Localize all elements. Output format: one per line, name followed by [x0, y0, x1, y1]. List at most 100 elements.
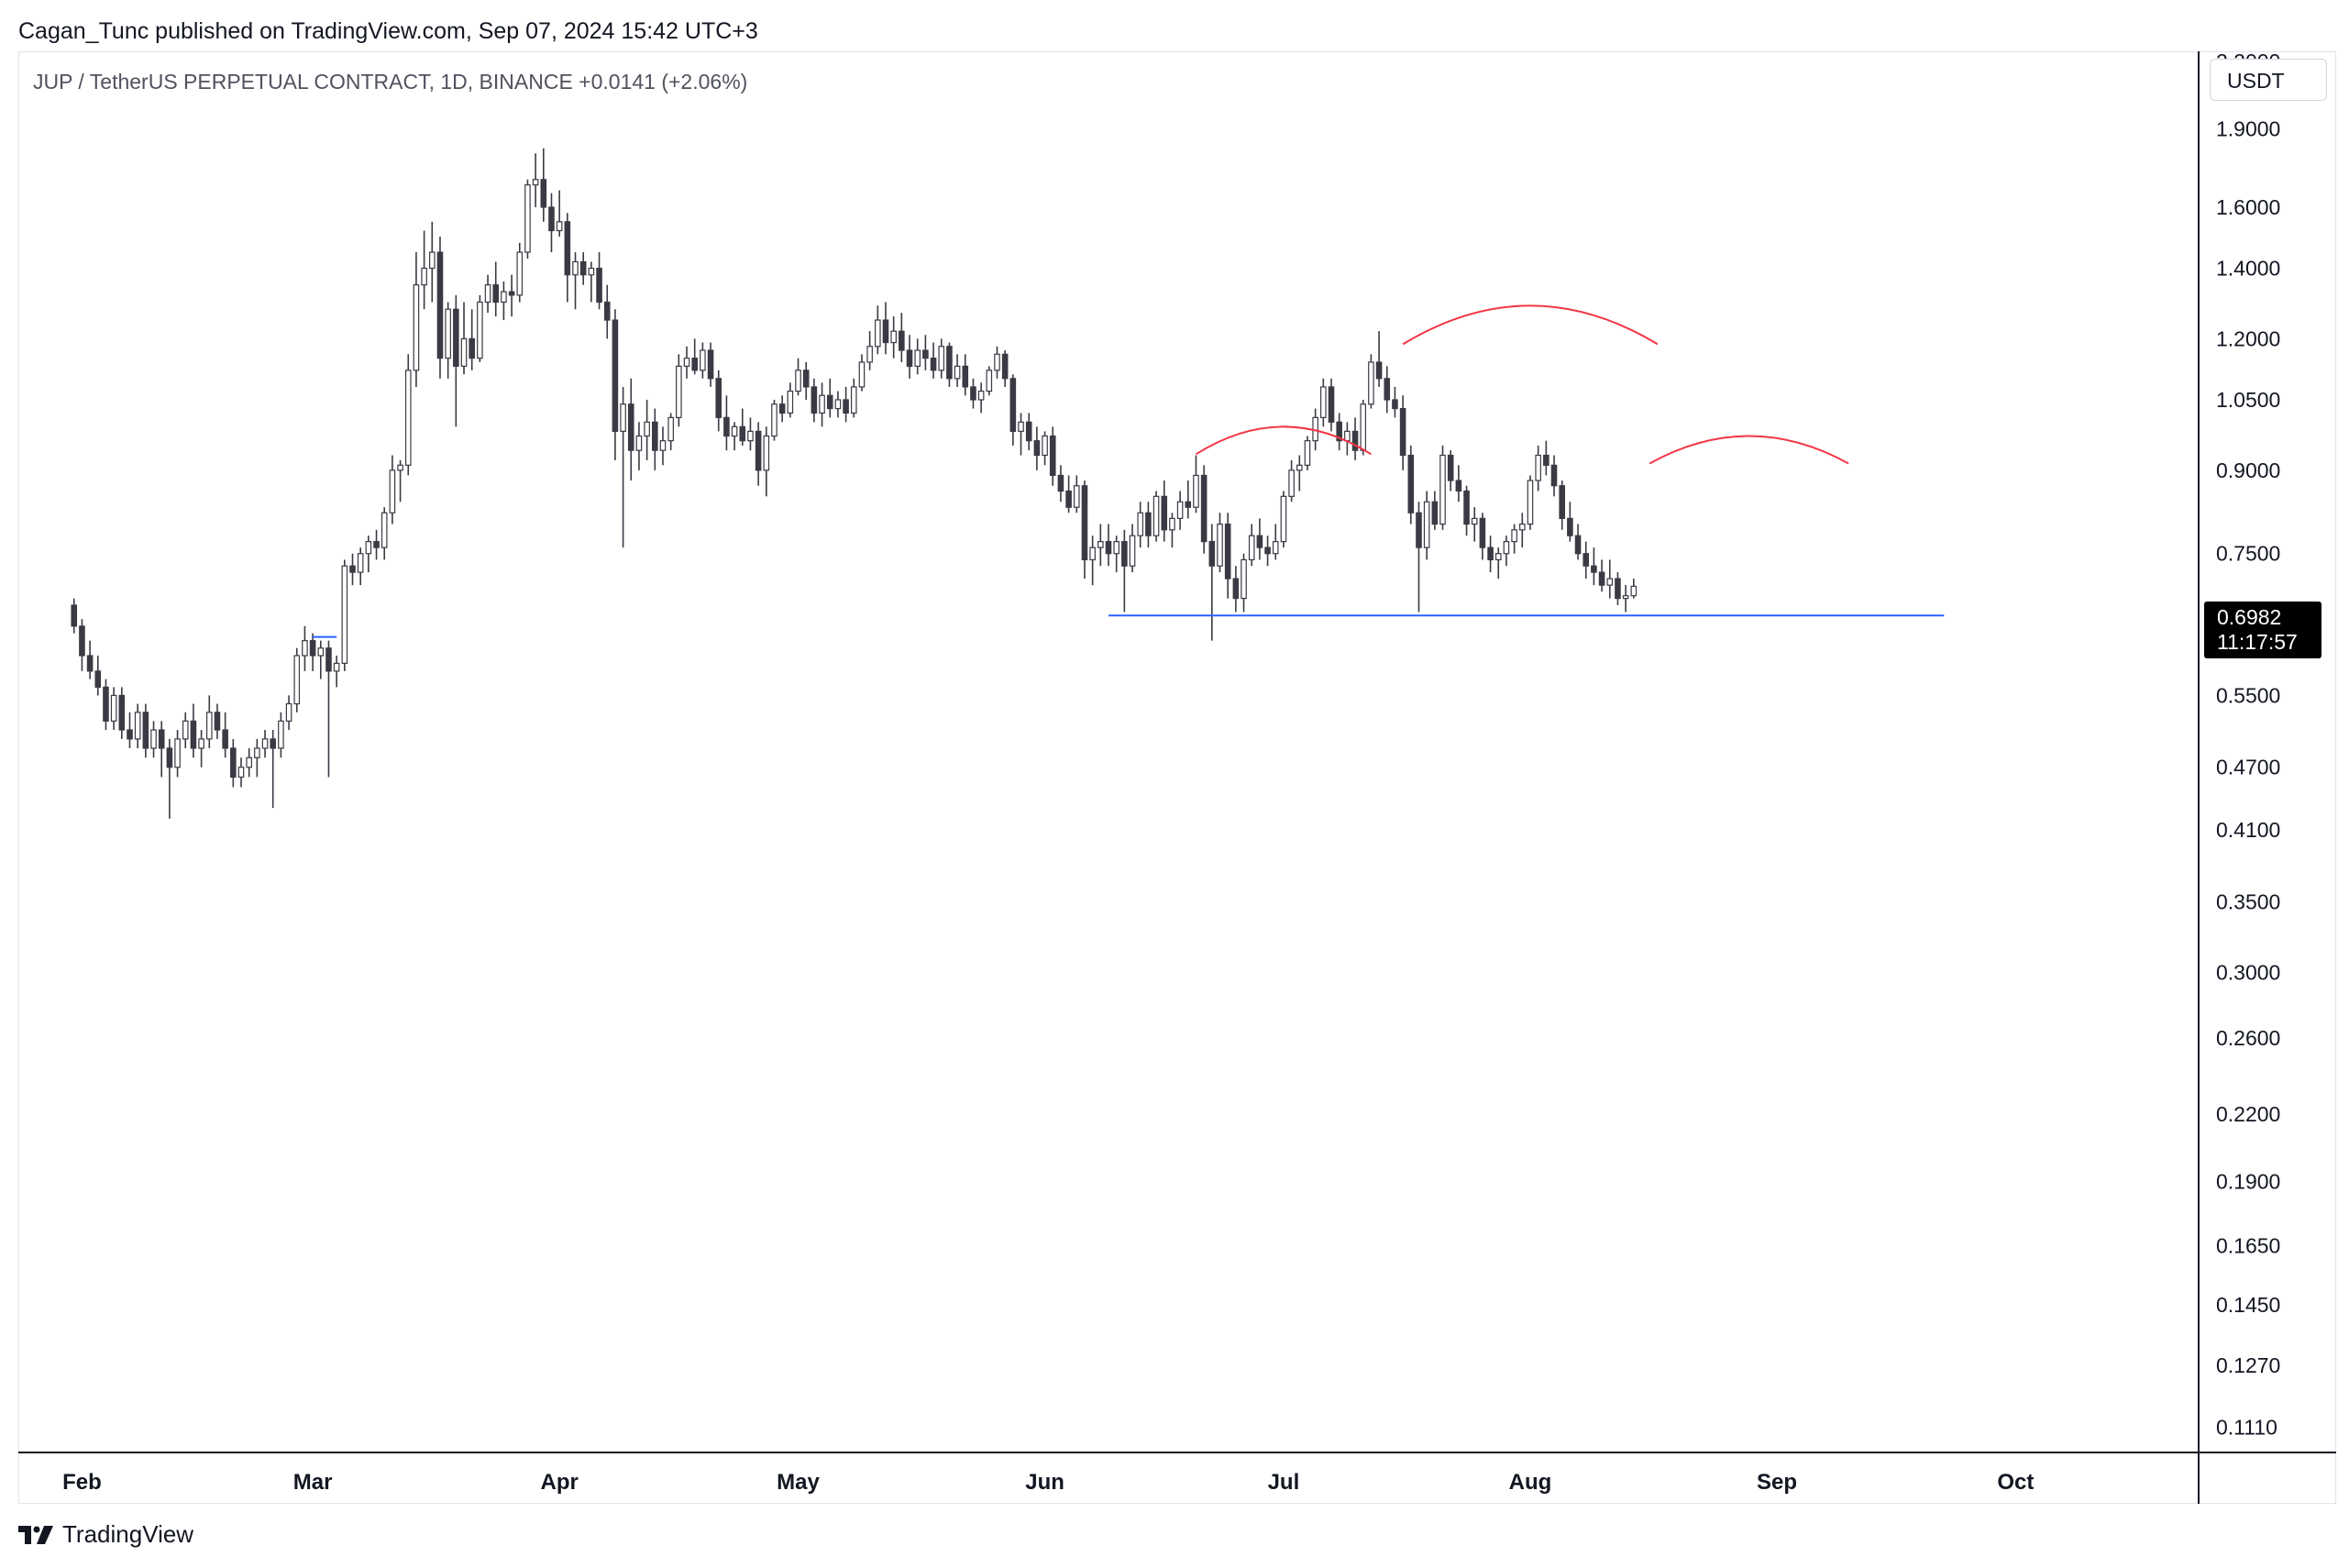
candle — [1416, 502, 1422, 613]
candle-body — [1511, 529, 1517, 543]
candle-body — [1152, 495, 1160, 536]
candle — [620, 386, 626, 548]
candle-body — [166, 747, 173, 768]
candle — [723, 395, 730, 451]
candle — [548, 193, 555, 253]
candle — [1392, 386, 1398, 418]
candle — [365, 536, 372, 573]
candle — [938, 338, 945, 379]
candle-body — [118, 694, 126, 731]
candle-body — [1630, 585, 1638, 597]
candle — [198, 730, 204, 767]
candle-body — [572, 260, 579, 276]
symbol-legend[interactable]: JUP / TetherUS PERPETUAL CONTRACT, 1D, B… — [33, 70, 748, 94]
candle-body — [436, 251, 444, 359]
candle — [222, 712, 228, 758]
candle — [739, 408, 746, 446]
candle — [1272, 524, 1279, 560]
candle — [293, 647, 301, 712]
candle — [285, 695, 292, 731]
candle-body — [261, 738, 269, 749]
candle — [906, 335, 913, 379]
candle — [802, 361, 810, 400]
time-tick-label: Jun — [1025, 1470, 1064, 1495]
candle-body — [763, 435, 770, 471]
candle-body — [1042, 435, 1048, 457]
candle — [166, 738, 173, 819]
candle — [930, 342, 937, 379]
candle-body — [1591, 565, 1597, 573]
candle — [1320, 378, 1327, 427]
candle-body — [532, 179, 539, 186]
candle — [246, 747, 252, 778]
candle-body — [588, 267, 595, 276]
candle-body — [1121, 541, 1128, 567]
candle-body — [484, 284, 491, 304]
candle — [899, 313, 905, 362]
candle-body — [404, 370, 412, 466]
candle-body — [644, 421, 650, 437]
candle-body — [938, 346, 945, 371]
candle — [1057, 465, 1064, 502]
candle-body — [683, 358, 690, 367]
candle — [1248, 524, 1255, 567]
candle-body — [548, 206, 555, 232]
candle-body — [71, 604, 78, 627]
candle — [588, 261, 595, 303]
candle — [524, 179, 531, 259]
chart-frame — [18, 51, 2336, 1504]
candle-body — [182, 720, 189, 740]
candle — [1176, 491, 1184, 530]
candle — [922, 335, 929, 370]
candle — [1208, 524, 1216, 641]
candle-body — [1375, 361, 1383, 380]
candle-body — [540, 179, 547, 208]
candle-body — [1535, 454, 1541, 481]
candle — [1001, 350, 1009, 387]
candle — [1065, 475, 1072, 513]
candle-body — [1328, 386, 1335, 423]
price-tick-label: 0.1650 — [2216, 1234, 2280, 1258]
price-tick-label: 0.7500 — [2216, 542, 2280, 566]
candle-body — [429, 251, 436, 270]
candle-body — [1241, 558, 1247, 600]
candle — [1511, 524, 1517, 554]
candle-body — [652, 421, 658, 451]
candle-body — [1463, 490, 1470, 525]
candle — [691, 338, 698, 375]
candle-body — [421, 267, 427, 286]
candle — [373, 529, 380, 560]
candle — [206, 695, 213, 748]
candle — [127, 712, 133, 748]
price-tick-label: 0.5500 — [2216, 683, 2280, 707]
candle-body — [1065, 490, 1072, 508]
time-tick-label: Aug — [1509, 1470, 1552, 1495]
candle — [1129, 524, 1136, 573]
candle — [763, 426, 770, 497]
tradingview-brand[interactable]: TradingView — [18, 1520, 193, 1549]
candle — [492, 261, 500, 317]
currency-selector[interactable]: USDT — [2210, 59, 2327, 101]
candle-body — [1049, 435, 1056, 477]
candle-body — [747, 430, 754, 442]
candle — [389, 455, 396, 525]
candle — [715, 370, 722, 432]
candle-body — [1073, 485, 1080, 508]
candle-body — [890, 330, 897, 344]
candle-body — [1447, 454, 1454, 481]
candle-body — [811, 386, 818, 414]
candle-body — [278, 720, 284, 749]
candle-body — [962, 365, 969, 388]
candle — [1494, 547, 1502, 580]
candle — [556, 190, 563, 237]
candle — [970, 378, 976, 409]
candle — [1018, 413, 1024, 456]
price-tick-label: 0.1450 — [2216, 1293, 2280, 1317]
candle — [1630, 579, 1638, 599]
candle — [516, 242, 524, 303]
candle — [1527, 475, 1534, 530]
publisher-line: Cagan_Tunc published on TradingView.com,… — [18, 18, 758, 44]
time-tick-label: Sep — [1757, 1470, 1797, 1495]
candle — [1559, 480, 1565, 530]
